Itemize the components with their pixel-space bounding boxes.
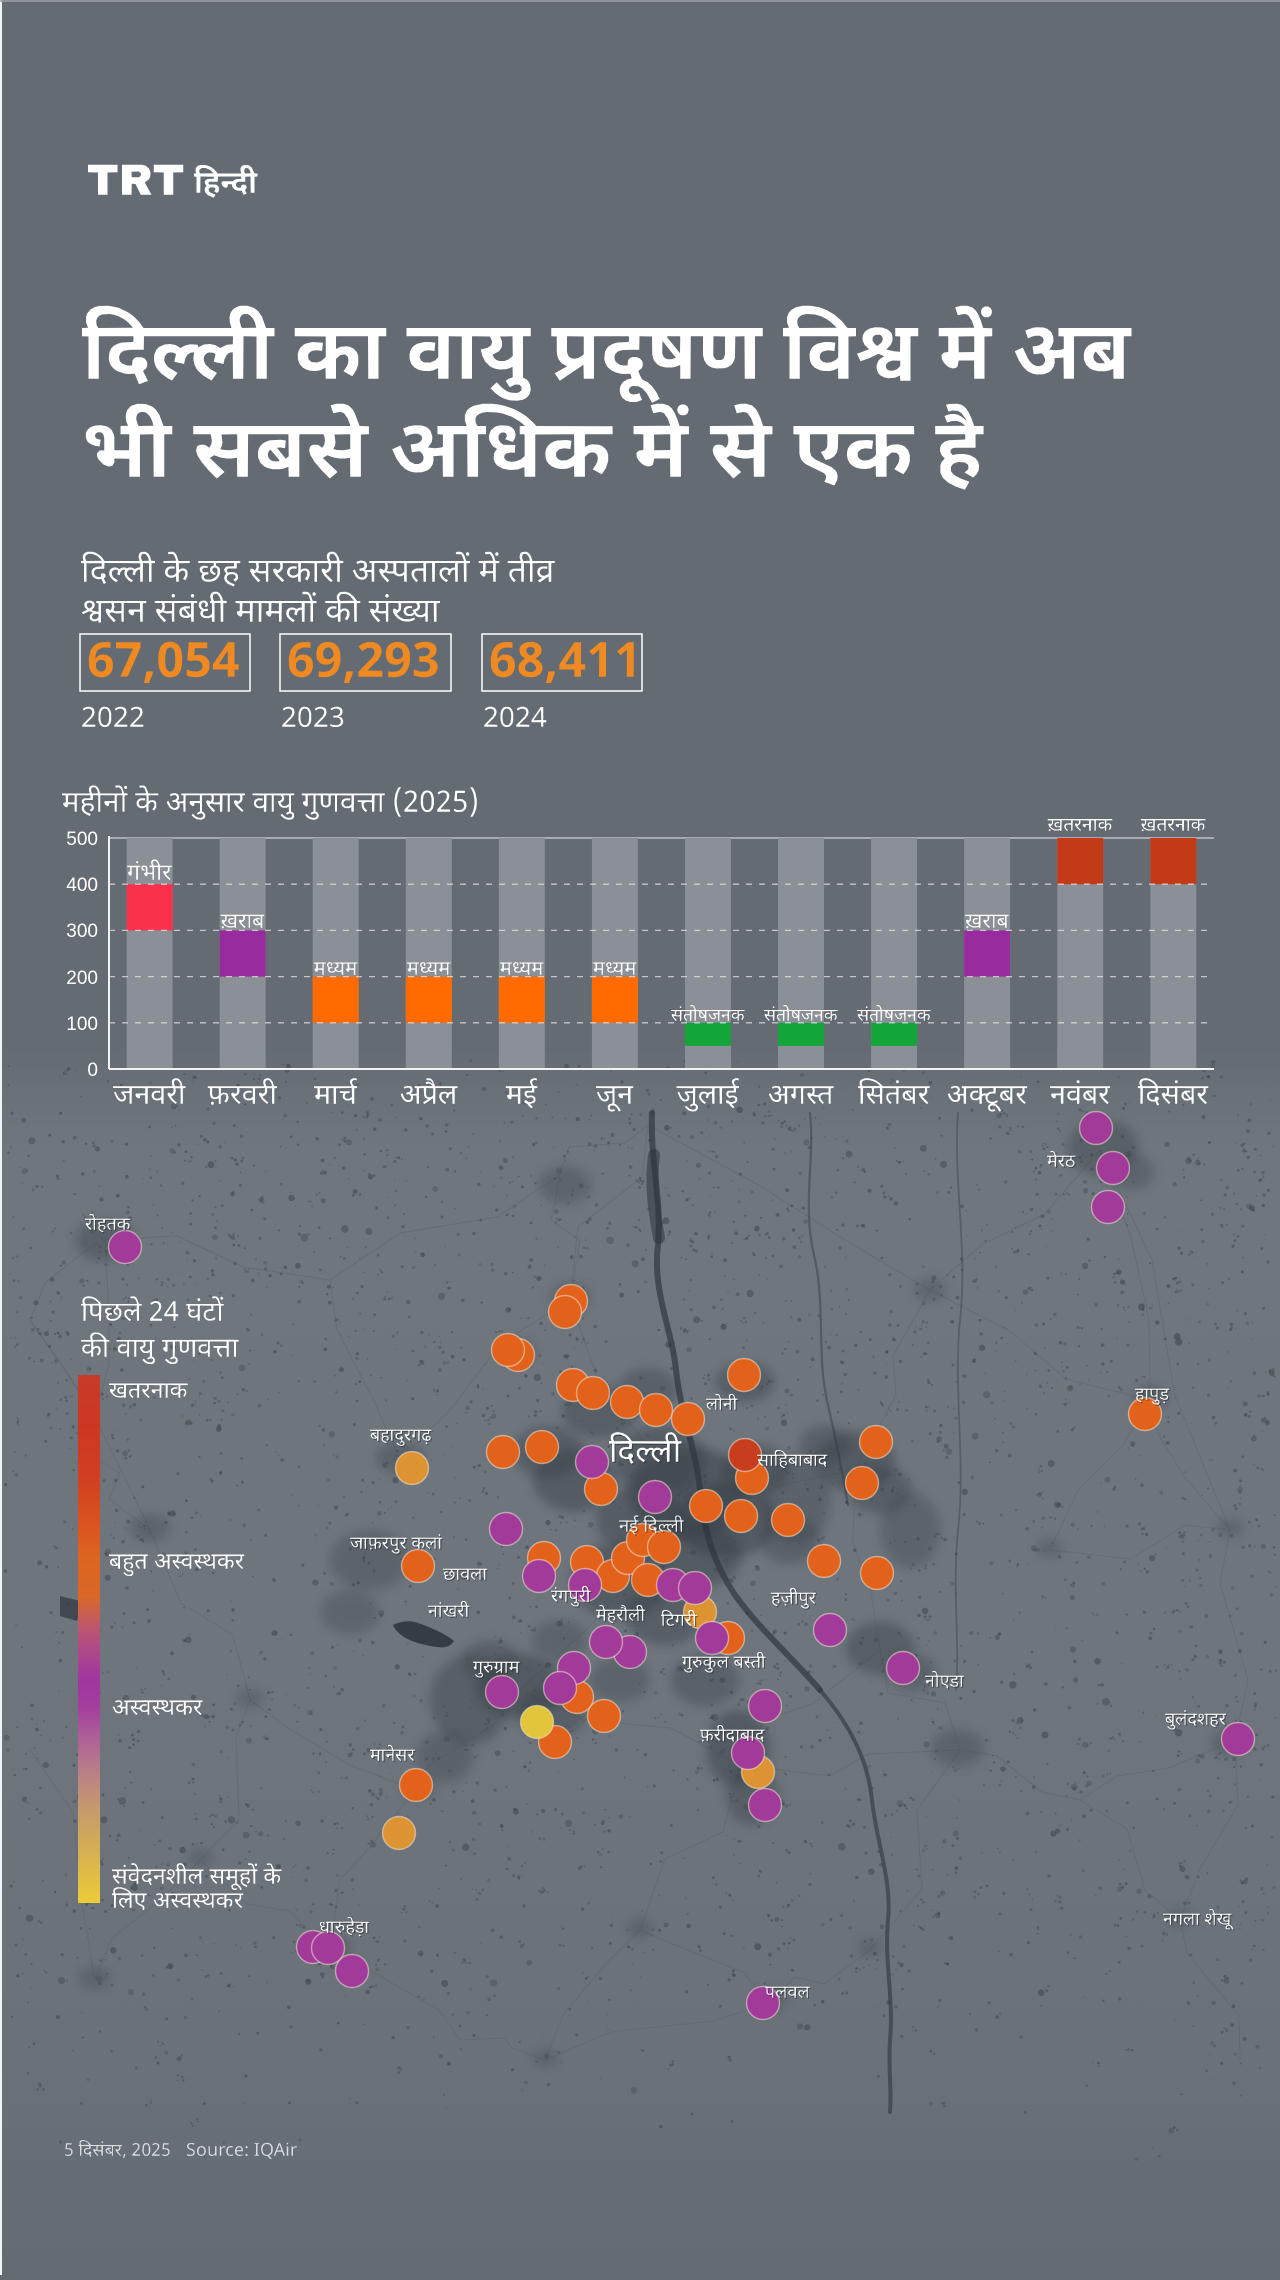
svg-text:100: 100 [66, 1014, 98, 1035]
svg-text:300: 300 [66, 921, 98, 942]
svg-text:200: 200 [66, 968, 98, 989]
svg-text:400: 400 [66, 875, 98, 896]
svg-text:500: 500 [66, 829, 98, 850]
svg-text:0: 0 [87, 1060, 98, 1081]
